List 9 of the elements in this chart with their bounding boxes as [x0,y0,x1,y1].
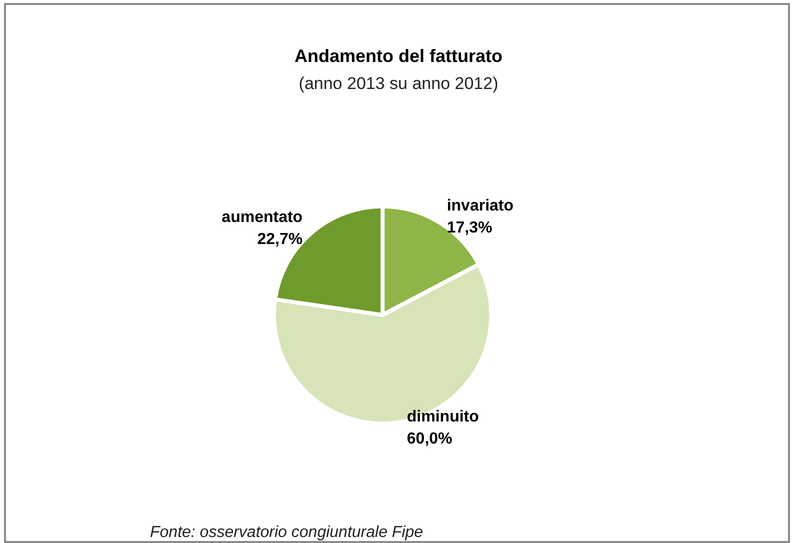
slice-label: aumentato [222,208,303,226]
source-note: Fonte: osservatorio congiunturale Fipe [150,524,424,542]
slice-label: diminuito [406,408,480,426]
data-label: 22,7% [257,230,303,248]
data-label: 17,3% [446,219,492,236]
chart-subtitle: (anno 2013 su anno 2012) [298,74,498,93]
chart-title: Andamento del fatturato [294,46,503,66]
slice-label: invariato [446,197,514,214]
data-label: 60,0% [406,430,452,448]
